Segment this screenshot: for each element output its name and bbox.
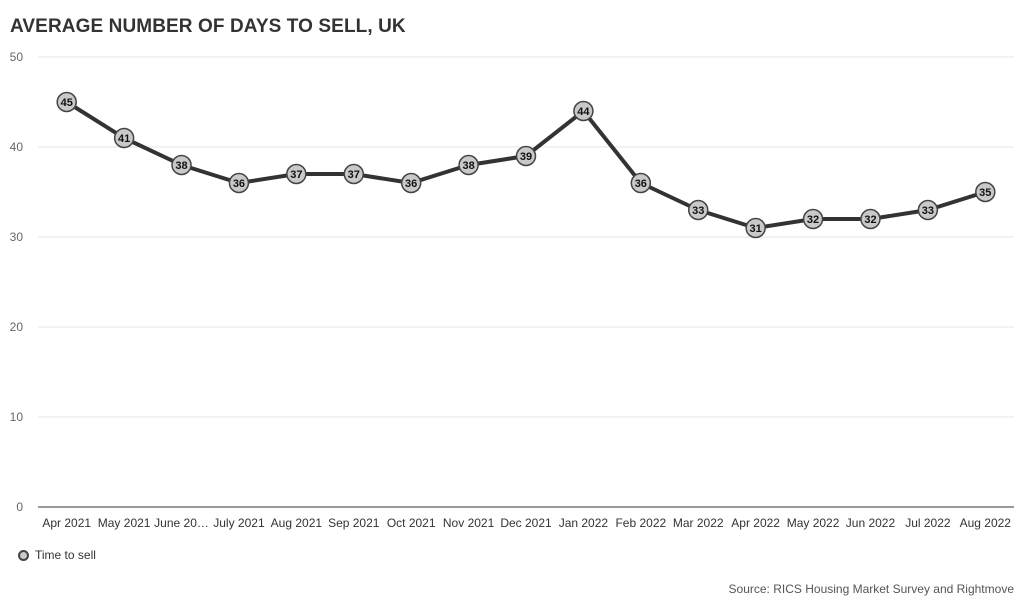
data-label: 41 — [118, 133, 130, 145]
data-label: 38 — [175, 160, 187, 172]
x-tick-label: Nov 2021 — [443, 516, 495, 530]
data-label: 36 — [635, 178, 647, 190]
data-point-marker — [860, 208, 881, 230]
data-point[interactable]: 32 — [802, 208, 824, 230]
data-label: 32 — [807, 214, 819, 226]
data-label: 37 — [290, 169, 302, 181]
data-point-marker — [286, 163, 307, 185]
data-label: 36 — [405, 178, 417, 190]
data-point-marker — [171, 154, 192, 176]
data-point-marker — [630, 172, 652, 194]
data-point[interactable]: 39 — [515, 145, 537, 167]
data-label: 35 — [979, 187, 991, 199]
y-tick-label: 40 — [10, 140, 24, 154]
x-tick-label: May 2021 — [98, 516, 151, 530]
data-point[interactable]: 37 — [343, 163, 365, 185]
x-tick-label: Apr 2021 — [42, 516, 91, 530]
data-points: 45 41 38 36 37 37 36 38 39 44 36 33 31 32 32 33 35 — [56, 91, 996, 239]
gridlines — [38, 56, 1014, 418]
data-point-marker — [56, 91, 77, 113]
data-label: 39 — [520, 151, 532, 163]
x-tick-label: Jul 2022 — [905, 516, 951, 530]
data-point[interactable]: 36 — [630, 172, 652, 194]
x-tick-label: Mar 2022 — [673, 516, 724, 530]
data-point-marker — [343, 163, 365, 185]
data-point-marker — [917, 199, 939, 221]
data-point-marker — [113, 127, 135, 149]
x-tick-label: Apr 2022 — [731, 516, 780, 530]
y-axis-ticks: 0 10 20 30 40 50 — [10, 50, 24, 514]
data-point-marker — [400, 172, 422, 194]
x-axis-ticks: Apr 2021 May 2021 June 20… July 2021 Aug 202… — [42, 516, 1011, 530]
y-tick-label: 0 — [16, 500, 23, 514]
data-point-marker — [228, 172, 250, 194]
data-point[interactable]: 33 — [917, 199, 939, 221]
data-point[interactable]: 38 — [171, 154, 192, 176]
data-point-marker — [573, 100, 594, 122]
data-point[interactable]: 36 — [228, 172, 250, 194]
data-label: 45 — [61, 97, 73, 109]
data-point[interactable]: 33 — [687, 199, 709, 221]
x-tick-label: Aug 2022 — [960, 516, 1012, 530]
x-tick-label: Feb 2022 — [615, 516, 666, 530]
legend-marker-icon — [18, 549, 29, 561]
data-point-marker — [458, 154, 479, 176]
data-point[interactable]: 32 — [860, 208, 881, 230]
x-tick-label: June 20… — [154, 516, 209, 530]
y-tick-label: 10 — [10, 410, 24, 424]
data-label: 38 — [462, 160, 474, 172]
data-label: 31 — [750, 223, 762, 235]
chart-title: AVERAGE NUMBER OF DAYS TO SELL, UK — [10, 16, 406, 37]
x-tick-label: July 2021 — [213, 516, 265, 530]
data-point-marker — [802, 208, 824, 230]
data-point-marker — [975, 181, 996, 203]
data-label: 36 — [233, 178, 245, 190]
data-label: 33 — [692, 205, 704, 217]
x-tick-label: May 2022 — [787, 516, 840, 530]
data-point[interactable]: 37 — [286, 163, 307, 185]
y-tick-label: 30 — [10, 230, 24, 244]
x-tick-label: Oct 2021 — [387, 516, 436, 530]
x-tick-label: Jun 2022 — [846, 516, 896, 530]
data-point-marker — [745, 217, 766, 239]
x-tick-label: Jan 2022 — [559, 516, 609, 530]
data-point-marker — [687, 199, 709, 221]
x-tick-label: Dec 2021 — [500, 516, 552, 530]
y-tick-label: 50 — [10, 50, 24, 64]
data-label: 44 — [577, 106, 590, 118]
x-tick-label: Aug 2021 — [271, 516, 323, 530]
data-point[interactable]: 31 — [745, 217, 766, 239]
data-point[interactable]: 35 — [975, 181, 996, 203]
legend-label: Time to sell — [35, 548, 96, 562]
data-point[interactable]: 44 — [573, 100, 594, 122]
data-point[interactable]: 36 — [400, 172, 422, 194]
data-label: 37 — [348, 169, 360, 181]
data-point[interactable]: 45 — [56, 91, 77, 113]
data-label: 33 — [922, 205, 934, 217]
data-label: 32 — [864, 214, 876, 226]
source-note: Source: RICS Housing Market Survey and R… — [728, 582, 1014, 596]
data-point-marker — [515, 145, 537, 167]
x-tick-label: Sep 2021 — [328, 516, 380, 530]
legend[interactable]: Time to sell — [18, 548, 96, 562]
y-tick-label: 20 — [10, 320, 24, 334]
data-point[interactable]: 41 — [113, 127, 135, 149]
data-point[interactable]: 38 — [458, 154, 479, 176]
